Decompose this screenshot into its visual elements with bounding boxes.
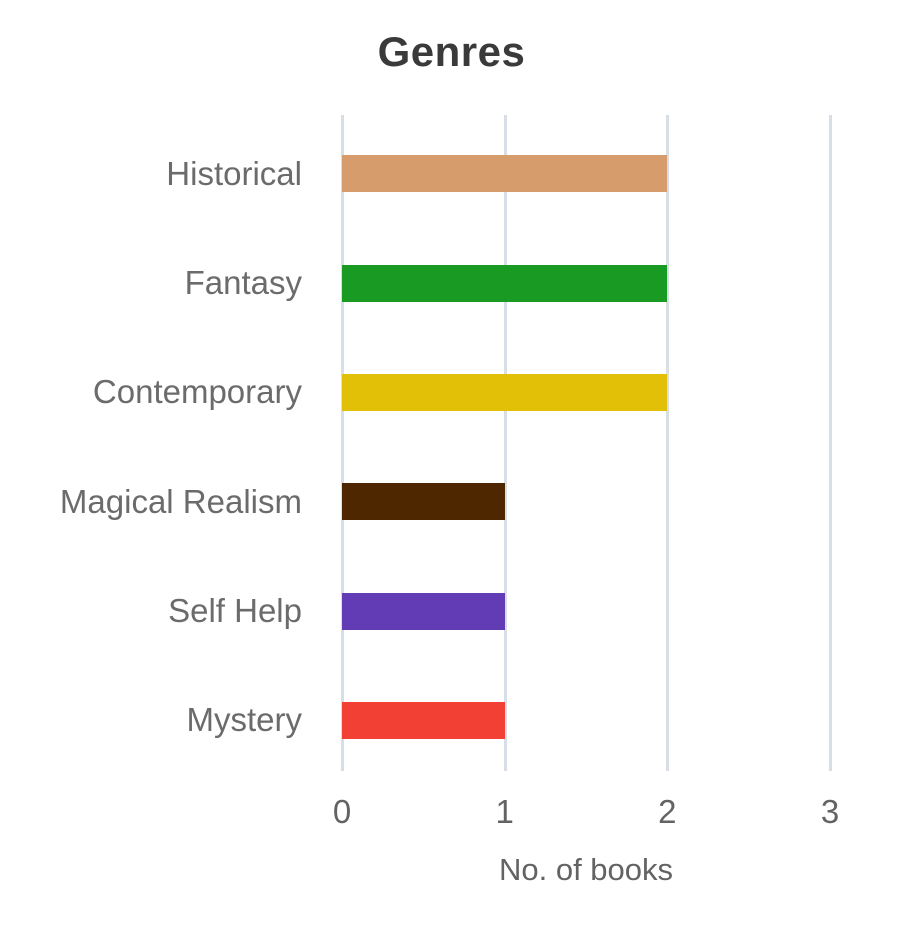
bar-contemporary	[342, 373, 668, 411]
chart-title: Genres	[377, 28, 526, 75]
gridline	[666, 115, 670, 771]
x-tick-label: 3	[820, 793, 840, 830]
category-label: Magical Realism	[59, 482, 302, 520]
category-label: Historical	[166, 154, 302, 192]
bar-fantasy	[342, 264, 668, 302]
category-label: Mystery	[186, 701, 303, 739]
gridline	[341, 115, 344, 771]
x-tick-label: 1	[495, 793, 514, 830]
x-tick-label: 0	[332, 793, 352, 830]
category-label: Contemporary	[92, 373, 302, 411]
plot-area	[341, 115, 832, 771]
x-tick-label: 2	[658, 793, 677, 830]
category-label: Fantasy	[184, 264, 302, 301]
gridline	[829, 115, 832, 771]
x-axis-label: No. of books	[498, 852, 674, 887]
bar-self-help	[342, 592, 505, 630]
bar-mystery	[342, 701, 505, 739]
bar-magical-realism	[342, 483, 505, 521]
gridline	[503, 115, 507, 771]
bar-historical	[342, 155, 668, 193]
category-label: Self Help	[168, 592, 302, 629]
